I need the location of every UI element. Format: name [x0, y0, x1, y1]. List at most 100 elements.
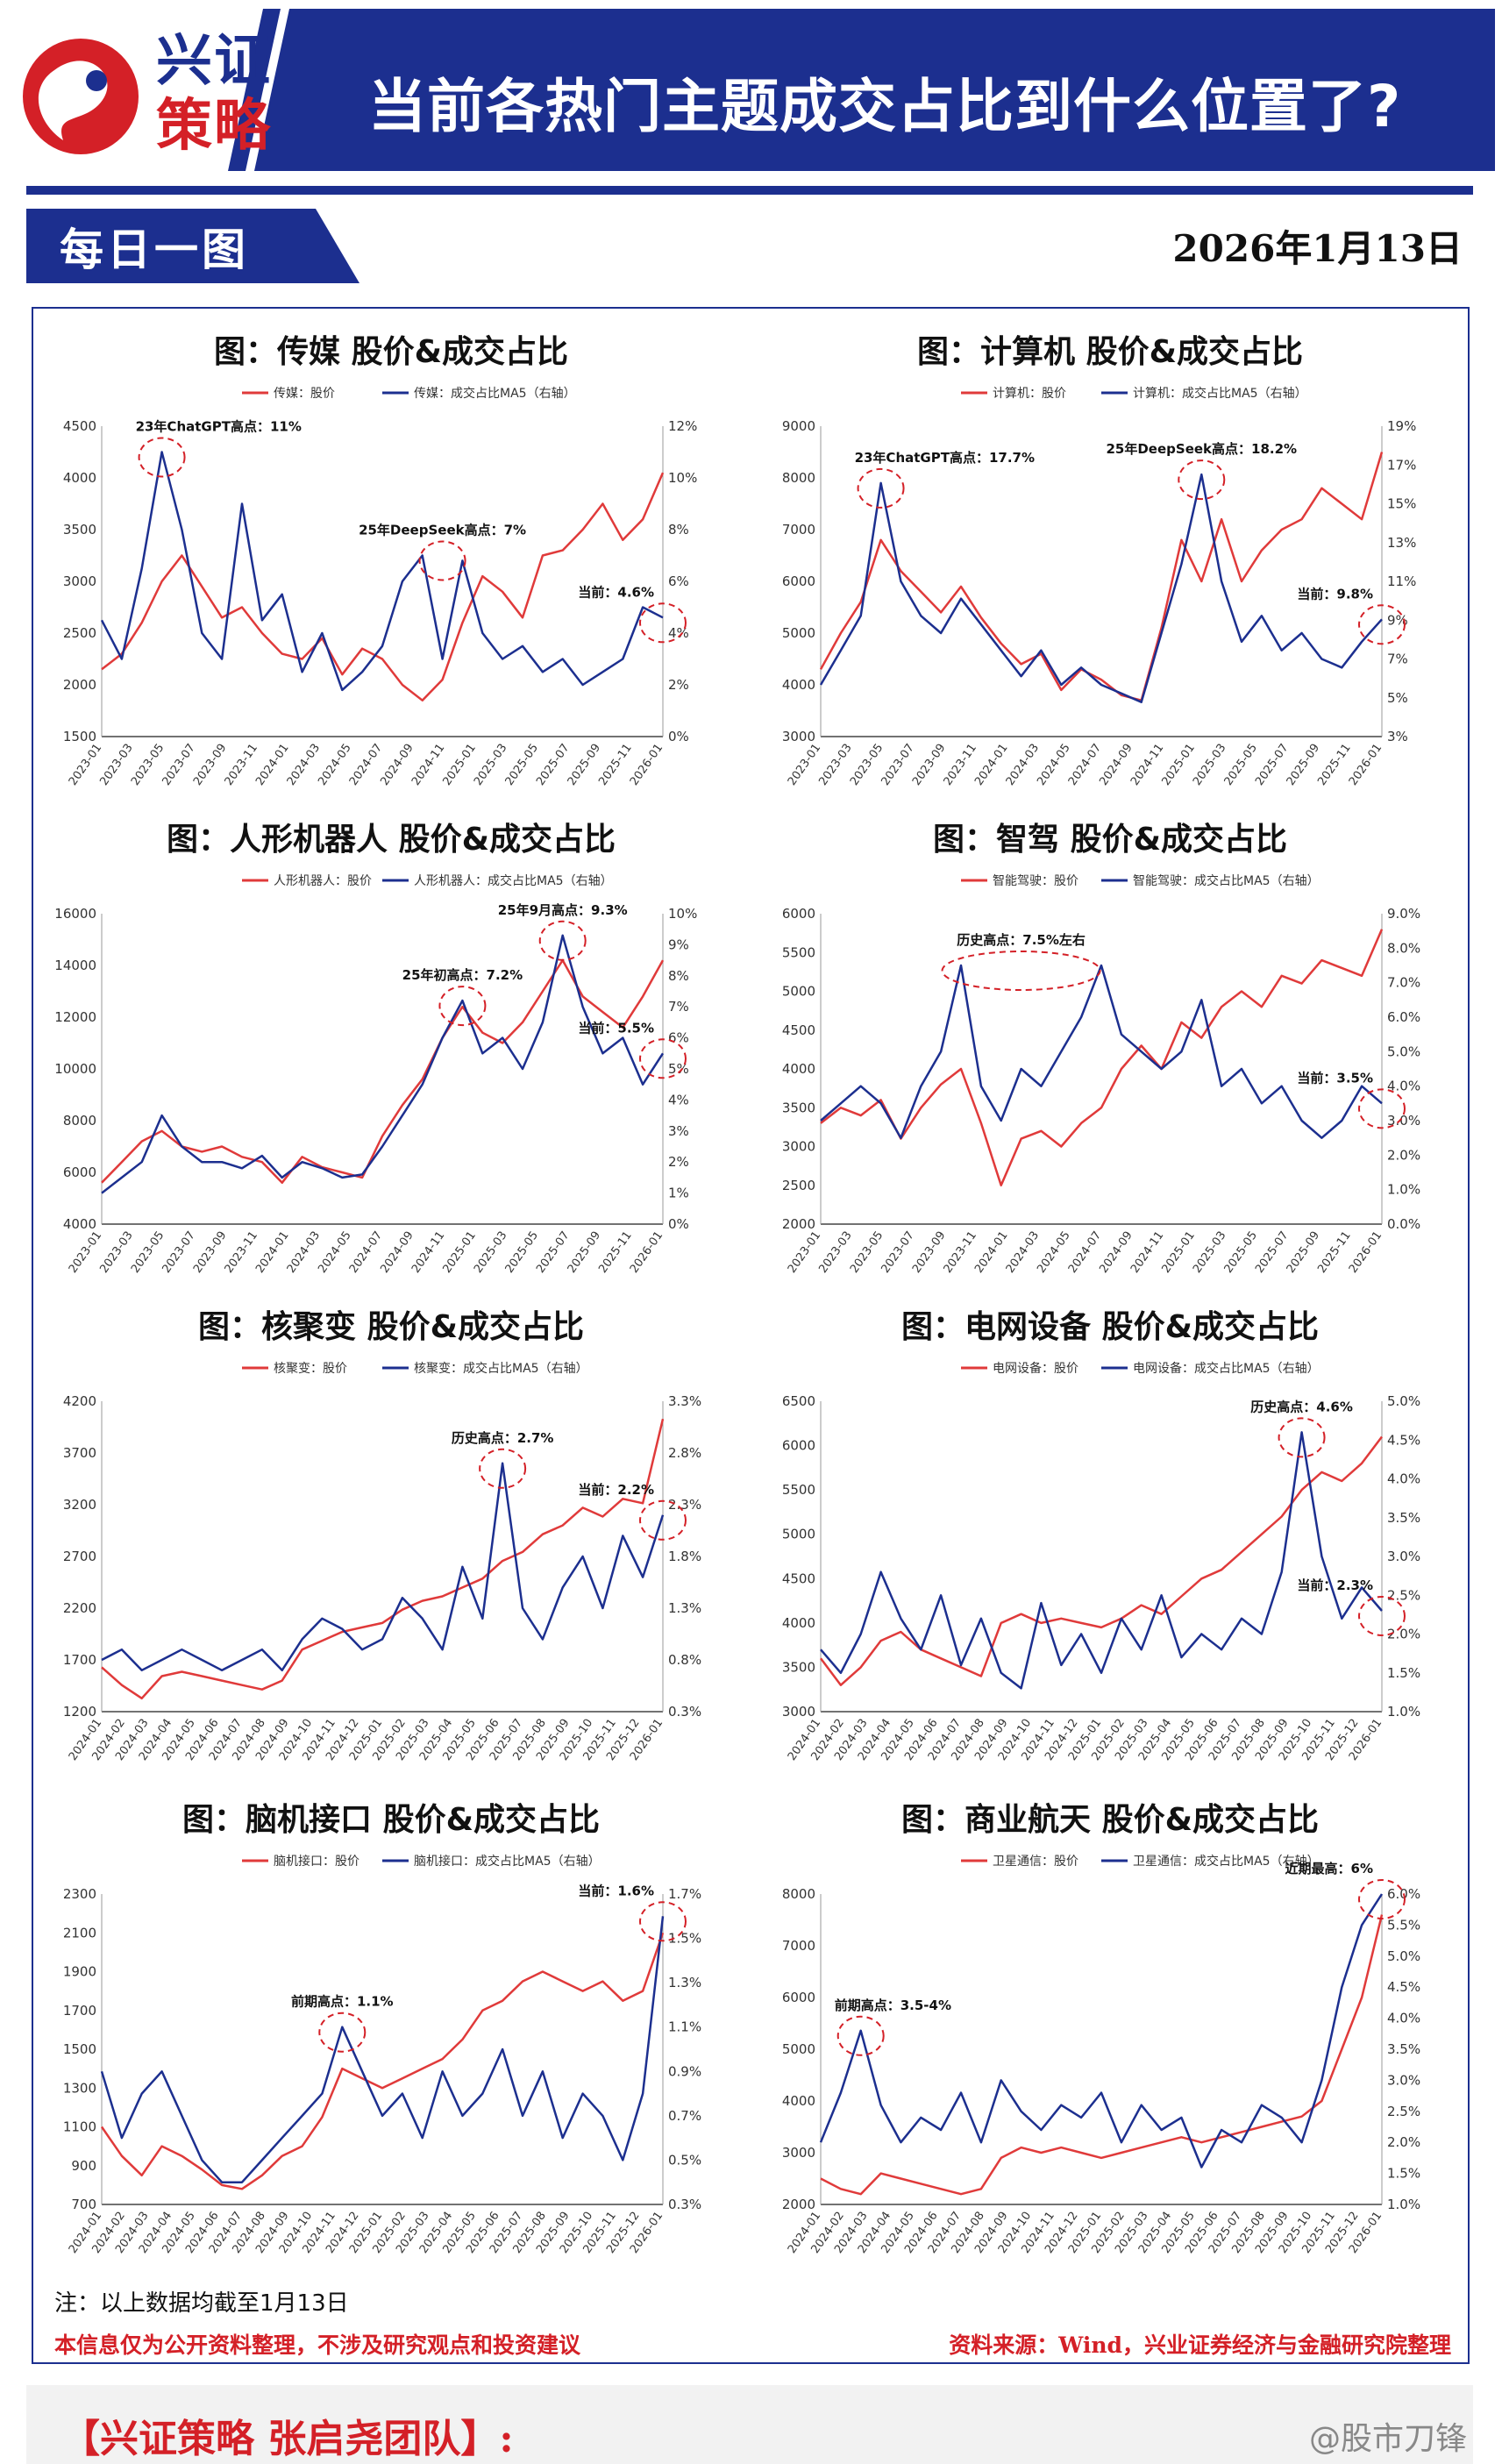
y-left-tick-label: 4000	[782, 1061, 815, 1077]
y-left-tick-label: 6000	[782, 1990, 815, 2005]
annotation-label: 当前：4.6%	[578, 584, 654, 600]
chart-title: 图：电网设备 股价&成交占比	[901, 1309, 1319, 1345]
annotation-label: 25年DeepSeek高点：18.2%	[1106, 441, 1297, 457]
y-left-tick-label: 8000	[63, 1113, 96, 1129]
y-left-tick-label: 14000	[54, 958, 96, 973]
y-right-tick-label: 0.0%	[1387, 1216, 1420, 1232]
chart-panel-humanoid-robot: 图：人形机器人 股价&成交占比 人形机器人：股价 人形机器人：成交占比MA5（右轴…	[32, 814, 751, 1300]
y-left-tick-label: 4500	[782, 1570, 815, 1586]
y-right-tick-label: 0.5%	[668, 2152, 701, 2168]
y-right-tick-label: 8.0%	[1387, 940, 1420, 956]
annotation-label: 前期高点：1.1%	[291, 1994, 394, 2010]
chart-title: 图：人形机器人 股价&成交占比	[167, 822, 616, 858]
y-left-tick-label: 3000	[782, 1704, 815, 1720]
annotation-label: 25年9月高点：9.3%	[498, 902, 628, 918]
legend: 脑机接口：股价 脑机接口：成交占比MA5（右轴）	[242, 1854, 601, 1869]
chart-svg: 传媒：股价 传媒：成交占比MA5（右轴） 1500 2000 2500 3000 3500 4…	[63, 386, 698, 788]
y-right-tick-label: 2.5%	[1387, 2104, 1420, 2119]
y-left-tick-label: 5000	[782, 1527, 815, 1542]
y-right-tick-label: 1.5%	[1387, 2166, 1420, 2182]
y-left-tick-label: 3500	[63, 522, 96, 538]
y-right-tick-label: 2.0%	[1387, 1627, 1420, 1642]
chart-title: 图：智驾 股价&成交占比	[933, 822, 1287, 858]
legend-price-label: 传媒：股价	[274, 387, 335, 401]
y-right-tick-label: 3%	[1387, 729, 1408, 744]
y-left-tick-label: 1700	[63, 1652, 96, 1668]
section-tag: 每日一图	[60, 224, 249, 275]
chart-svg: 脑机接口：股价 脑机接口：成交占比MA5（右轴） 700 900 1100 1300 150…	[63, 1854, 701, 2256]
y-right-tick-label: 3.5%	[1387, 1510, 1420, 1526]
y-left-tick-label: 8000	[782, 470, 815, 486]
y-right-tick-label: 1.5%	[668, 1931, 701, 1947]
annotation-circle	[639, 602, 687, 644]
y-left-tick-label: 6500	[782, 1393, 815, 1409]
footer-band	[26, 2385, 1473, 2464]
chart-panel-media: 图：传媒 股价&成交占比 传媒：股价 传媒：成交占比MA5（右轴） 1500 2000…	[32, 326, 751, 813]
y-right-tick-label: 1.0%	[1387, 2197, 1420, 2212]
chart-panel-power-grid: 图：电网设备 股价&成交占比 电网设备：股价 电网设备：成交占比MA5（右轴） 30…	[751, 1301, 1470, 1788]
annotation-label: 当前：3.5%	[1297, 1070, 1373, 1086]
y-left-tick-label: 4000	[782, 1615, 815, 1631]
annotation-circle	[538, 920, 587, 961]
y-right-tick-label: 19%	[1387, 418, 1416, 434]
legend-ratio-label: 传媒：成交占比MA5（右轴）	[414, 386, 576, 401]
ratio-series-line	[101, 934, 665, 1194]
y-right-tick-label: 0.3%	[668, 2197, 701, 2212]
y-right-tick-label: 1.3%	[668, 1600, 701, 1616]
y-right-tick-label: 8%	[668, 522, 689, 538]
chart-frame	[32, 307, 1470, 2364]
chart-svg: 智能驾驶：股价 智能驾驶：成交占比MA5（右轴） 2000 2500 3000 3500 4…	[782, 873, 1420, 1276]
y-left-tick-label: 2700	[63, 1549, 96, 1564]
legend-ratio-label: 核聚变：成交占比MA5（右轴）	[414, 1361, 588, 1376]
ratio-series-line	[100, 451, 664, 692]
y-right-tick-label: 3%	[668, 1123, 689, 1139]
data-note: 注：以上数据均截至1月13日	[54, 2290, 349, 2317]
y-left-tick-label: 3000	[782, 729, 815, 744]
y-right-tick-label: 6.0%	[1387, 1009, 1420, 1025]
y-right-tick-label: 4.0%	[1387, 2011, 1420, 2026]
y-left-tick-label: 1500	[63, 729, 96, 744]
y-left-tick-label: 4500	[782, 1022, 815, 1038]
chart-title: 图：商业航天 股价&成交占比	[901, 1802, 1319, 1838]
y-right-tick-label: 5.0%	[1387, 1043, 1420, 1059]
legend: 传媒：股价 传媒：成交占比MA5（右轴）	[242, 386, 576, 401]
y-right-tick-label: 8%	[668, 968, 689, 984]
y-right-tick-label: 1.1%	[668, 2019, 701, 2035]
annotation-label: 历史高点：2.7%	[452, 1430, 554, 1446]
ratio-series-line	[819, 1893, 1384, 2168]
price-series-line	[820, 1435, 1383, 1686]
y-right-tick-label: 15%	[1387, 496, 1416, 512]
annotation-label: 25年初高点：7.2%	[402, 967, 523, 983]
y-left-tick-label: 6000	[63, 1164, 96, 1180]
y-left-tick-label: 700	[71, 2197, 96, 2212]
ratio-series-line	[819, 473, 1383, 703]
annotation-circle	[1358, 1595, 1406, 1636]
y-left-tick-label: 5000	[782, 984, 815, 1000]
legend: 计算机：股价 计算机：成交占比MA5（右轴）	[961, 386, 1307, 401]
y-right-tick-label: 0%	[668, 729, 689, 744]
y-right-tick-label: 1%	[668, 1186, 689, 1201]
y-right-tick-label: 1.0%	[1387, 1704, 1420, 1720]
chart-panel-commercial-space: 图：商业航天 股价&成交占比 卫星通信：股价 卫星通信：成交占比MA5（右轴） 20…	[751, 1794, 1470, 2281]
y-right-tick-label: 1.3%	[668, 1975, 701, 1990]
legend-price-label: 人形机器人：股价	[274, 874, 372, 888]
price-series-line	[820, 1914, 1384, 2196]
y-left-tick-label: 3500	[782, 1100, 815, 1115]
y-right-tick-label: 4.5%	[1387, 1979, 1420, 1995]
y-right-tick-label: 6%	[668, 1030, 689, 1046]
y-right-tick-label: 11%	[1387, 573, 1416, 589]
annotation-circle	[1358, 604, 1406, 645]
logo-icon	[23, 39, 139, 154]
y-right-tick-label: 12%	[668, 418, 697, 434]
y-left-tick-label: 3700	[63, 1445, 96, 1461]
title-band	[228, 9, 1495, 171]
y-left-tick-label: 4000	[782, 2093, 815, 2109]
y-left-tick-label: 3500	[782, 1659, 815, 1675]
y-right-tick-label: 4%	[668, 1092, 689, 1107]
annotation-circle	[438, 986, 487, 1027]
y-right-tick-label: 6%	[668, 573, 689, 589]
y-right-tick-label: 0%	[668, 1216, 689, 1232]
section-tag-shape	[26, 209, 359, 283]
ratio-series-line	[100, 1916, 665, 2183]
y-left-tick-label: 8000	[782, 1886, 815, 1902]
